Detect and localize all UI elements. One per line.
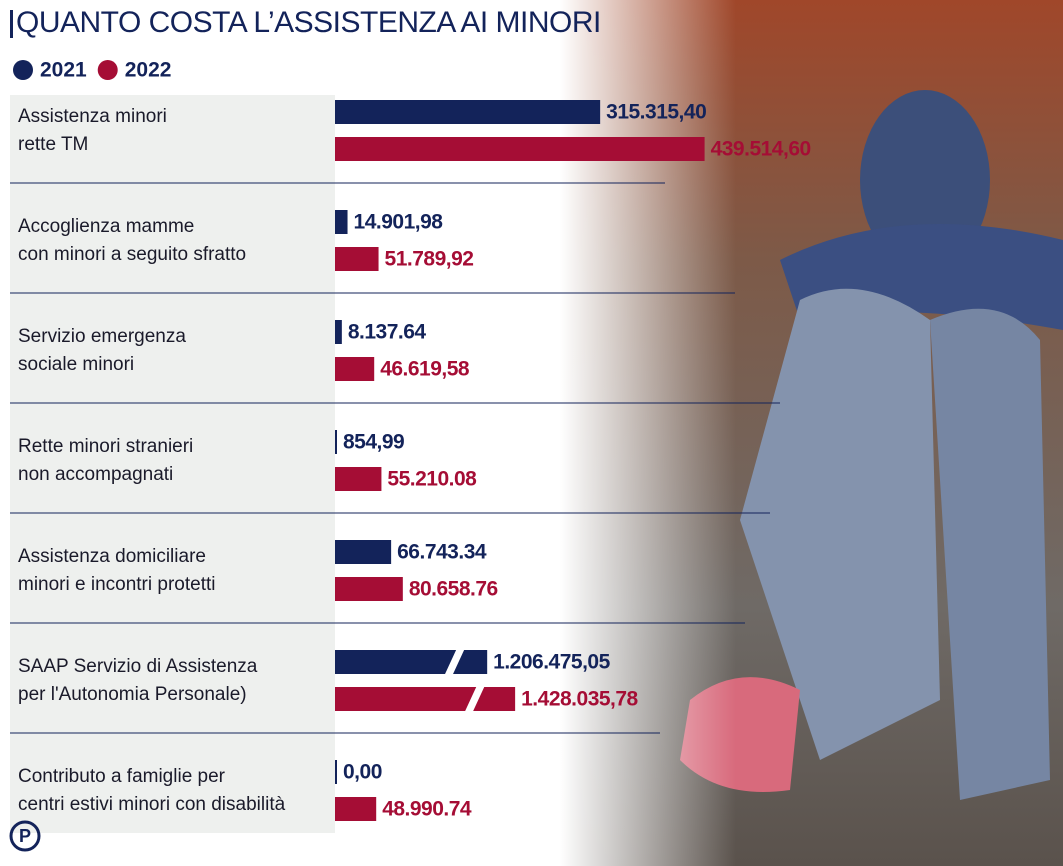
bar	[335, 797, 377, 821]
category-line: sociale minori	[18, 354, 134, 375]
background-photo	[560, 0, 1063, 866]
category-label: Assistenza domiciliare minori e incontri …	[18, 546, 215, 595]
category-label: Servizio emergenza sociale minori	[18, 326, 186, 375]
category-line: Assistenza minori	[18, 106, 167, 127]
legend-label: 2022	[125, 59, 172, 82]
bar	[335, 430, 337, 454]
value-label: 66.743.34	[397, 541, 487, 564]
bar	[335, 687, 516, 711]
bar	[335, 210, 348, 234]
category-line: SAAP Servizio di Assistenza	[18, 656, 258, 677]
value-label: 80.658.76	[409, 578, 498, 601]
value-label: 51.789,92	[385, 248, 474, 271]
category-label: Accoglienza mamme con minori a seguito sf…	[18, 216, 246, 265]
bar	[335, 247, 379, 271]
category-line: Assistenza domiciliare	[18, 546, 206, 567]
bar	[335, 100, 601, 124]
legend-label: 2021	[40, 59, 87, 82]
category-line: Servizio emergenza	[18, 326, 186, 347]
label-panel	[10, 95, 335, 833]
bar	[335, 540, 392, 564]
bar-break	[444, 649, 465, 675]
category-label: Rette minori stranieri non accompagnati	[18, 436, 193, 485]
bar	[335, 577, 403, 601]
bar	[335, 650, 488, 674]
category-line: per l'Autonomia Personale)	[18, 684, 247, 705]
category-line: minori e incontri protetti	[18, 574, 215, 595]
logo: P	[19, 826, 31, 846]
bar	[335, 320, 342, 344]
category-line: rette TM	[18, 134, 88, 155]
value-label: 14.901,98	[354, 211, 444, 234]
value-label: 55.210.08	[387, 468, 477, 491]
logo-ring	[9, 820, 41, 852]
category-label: Assistenza minori rette TM	[18, 106, 167, 155]
bar	[335, 357, 375, 381]
legend-swatch	[97, 60, 118, 80]
bar	[335, 760, 337, 784]
category-line: non accompagnati	[18, 464, 173, 485]
category-line: Contributo a famiglie per	[18, 766, 226, 787]
category-line: centri estivi minori con disabilità	[18, 794, 286, 815]
category-label: Contributo a famiglie per centri estivi m…	[18, 766, 286, 815]
value-label: 46.619,58	[380, 358, 470, 381]
category-line: Accoglienza mamme	[18, 216, 194, 237]
category-line: con minori a seguito sfratto	[18, 244, 246, 265]
bar	[335, 467, 382, 491]
value-label: 48.990.74	[382, 798, 472, 821]
bar-break	[464, 686, 485, 712]
title-mark	[10, 10, 13, 38]
value-label: 1.428.035,78	[521, 688, 638, 711]
legend-swatch	[13, 60, 33, 80]
category-label: SAAP Servizio di Assistenza per l'Autonom…	[18, 656, 258, 705]
value-label: 439.514,60	[711, 138, 811, 161]
value-label: 1.206.475,05	[493, 651, 610, 674]
chart-title: QUANTO COSTA L’ASSISTENZA AI MINORI	[16, 6, 601, 39]
category-line: Rette minori stranieri	[18, 436, 193, 457]
value-label: 0,00	[343, 761, 382, 784]
value-label: 8.137.64	[348, 321, 427, 344]
bar	[335, 137, 705, 161]
value-label: 854,99	[343, 431, 404, 454]
value-label: 315.315,40	[606, 101, 706, 124]
